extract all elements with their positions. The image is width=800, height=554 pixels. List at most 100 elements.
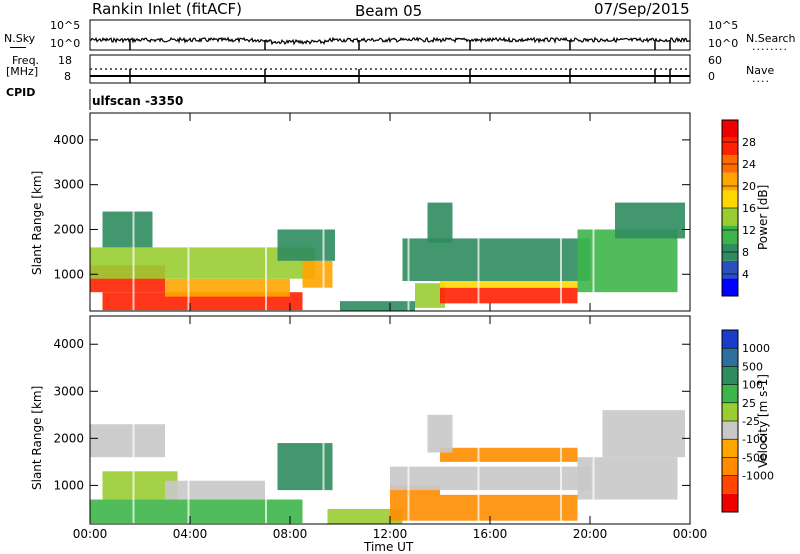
freq-left-tick-bottom: 8 [64, 70, 71, 83]
velocity-colorbar-swatch-3 [722, 384, 738, 403]
velocity-ytick-label-3: 4000 [53, 337, 84, 351]
velocity-band-5 [327, 508, 403, 524]
power-colorbar-frame [721, 119, 739, 297]
velocity-band-9 [390, 466, 590, 491]
velocity-colorbar-swatch-9 [722, 493, 738, 512]
power-band-4 [302, 260, 333, 288]
velocity-band-8 [440, 447, 578, 462]
power-gap-2 [265, 113, 267, 311]
velocity-gap-7 [592, 316, 595, 524]
velocity-gap-5 [477, 316, 480, 524]
power-band-14 [427, 202, 453, 243]
power-ytick-label-1: 2000 [53, 222, 84, 236]
power-gap-3 [322, 113, 325, 311]
velocity-colorbar-tick-3: 25 [742, 397, 756, 410]
power-ytick-label-0: 1000 [53, 267, 84, 281]
velocity-colorbar-swatch-5 [722, 421, 738, 440]
nave-right-tick-top: 60 [708, 54, 722, 67]
velocity-ytick-label-2: 3000 [53, 384, 84, 398]
power-colorbar-swatch-9 [722, 120, 738, 138]
nsearch-label: N.Search [746, 32, 796, 45]
x-tick-label-6: 00:00 [673, 527, 708, 541]
freq-label: Freq. [12, 54, 40, 67]
nsky-trace [89, 36, 691, 46]
power-gap-4 [407, 113, 410, 311]
x-tick-label-2: 08:00 [273, 527, 308, 541]
power-band-5 [277, 229, 335, 261]
freq-unit-label: [MHz] [6, 65, 39, 78]
power-colorbar-tick-1: 8 [742, 246, 749, 259]
power-colorbar-tick-4: 20 [742, 180, 756, 193]
nsky-right-tick-bottom: 10^0 [708, 37, 739, 50]
nsky-left-tick-top: 10^5 [50, 19, 81, 32]
power-ytick-label-2: 3000 [53, 178, 84, 192]
nave-right-tick-bottom: 0 [708, 70, 715, 83]
velocity-gap-3 [322, 316, 325, 524]
power-band-13 [102, 211, 153, 248]
velocity-band-0 [90, 499, 303, 524]
power-band-10 [402, 238, 590, 281]
power-band-6 [340, 301, 415, 311]
velocity-colorbar-swatch-8 [722, 475, 738, 494]
velocity-ytick-label-0: 1000 [53, 478, 84, 492]
velocity-band-12 [427, 414, 453, 453]
velocity-band-2 [165, 480, 265, 500]
velocity-gap-0 [132, 316, 135, 524]
power-gap-1 [187, 113, 190, 311]
power-band-12 [615, 202, 685, 239]
power-band-2 [165, 278, 290, 297]
velocity-band-7 [440, 494, 578, 521]
power-gap-5 [477, 113, 480, 311]
nsky-legend-line [10, 47, 26, 48]
power-gap-0 [132, 113, 135, 311]
freq-left-tick-top: 18 [58, 54, 72, 67]
power-colorbar-tick-6: 28 [742, 136, 756, 149]
power-band-8 [440, 287, 578, 304]
velocity-gap-4 [407, 316, 410, 524]
power-colorbar-swatch-3 [722, 225, 738, 244]
velocity-colorbar-tick-1: 500 [742, 360, 763, 373]
x-tick-label-3: 12:00 [373, 527, 408, 541]
nsky-label: N.Sky [4, 32, 36, 45]
power-colorbar-swatch-5 [722, 190, 738, 208]
power-colorbar-tick-5: 24 [742, 158, 756, 171]
velocity-ytick-label-1: 2000 [53, 431, 84, 445]
velocity-colorbar-frame [721, 329, 739, 513]
power-colorbar-tick-0: 4 [742, 268, 749, 281]
x-tick-label-0: 00:00 [73, 527, 108, 541]
velocity-colorbar-swatch-0 [722, 330, 738, 349]
nave-legend: .... [752, 72, 770, 85]
velocity-colorbar-swatch-1 [722, 348, 738, 367]
x-tick-label-1: 04:00 [173, 527, 208, 541]
power-colorbar-swatch-8 [722, 137, 738, 156]
beam-label: Beam 05 [355, 2, 423, 20]
velocity-gap-2 [265, 316, 267, 524]
power-colorbar-swatch-4 [722, 208, 738, 226]
velocity-gap-6 [560, 316, 562, 524]
x-axis-label: Time UT [364, 540, 414, 554]
power-band-9 [440, 280, 578, 288]
velocity-colorbar-tick-5: -100 [742, 433, 767, 446]
nave-label: Nave [746, 64, 775, 77]
velocity-band-6 [390, 485, 440, 521]
power-gap-6 [560, 113, 562, 311]
date-label: 07/Sep/2015 [594, 0, 690, 18]
velocity-colorbar-tick-7: -1000 [742, 470, 774, 483]
station-title: Rankin Inlet (fitACF) [92, 0, 243, 18]
power-gap-7 [592, 113, 595, 311]
power-colorbar-tick-2: 12 [742, 224, 756, 237]
velocity-colorbar-tick-6: -500 [742, 451, 767, 464]
x-tick-label-4: 16:00 [473, 527, 508, 541]
power-colorbar-tick-3: 16 [742, 202, 756, 215]
velocity-band-3 [90, 424, 165, 458]
velocity-colorbar-swatch-6 [722, 439, 738, 458]
power-ytick-label-3: 4000 [53, 133, 84, 147]
velocity-colorbar-swatch-7 [722, 457, 738, 476]
velocity-band-11 [602, 410, 685, 458]
cpid-value: ulfscan -3350 [92, 94, 184, 108]
velocity-colorbar-tick-4: -25 [742, 415, 760, 428]
velocity-colorbar-tick-2: 100 [742, 379, 763, 392]
cpid-label: CPID [6, 86, 36, 99]
nsky-right-tick-top: 10^5 [708, 19, 739, 32]
